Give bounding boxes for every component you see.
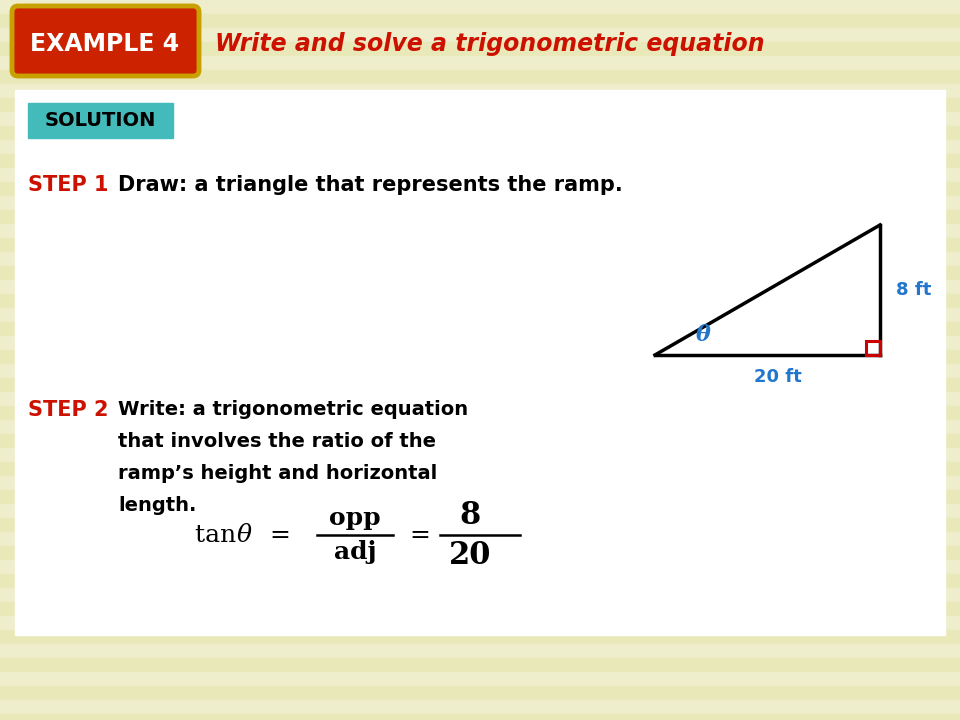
Bar	[0, 126, 960, 140]
Text: STEP 1: STEP 1	[28, 175, 108, 195]
Text: 8: 8	[460, 500, 481, 531]
Bar	[0, 210, 960, 224]
Bar	[0, 658, 960, 672]
Text: Write and solve a trigonometric equation: Write and solve a trigonometric equation	[215, 32, 764, 56]
Bar	[0, 112, 960, 126]
Bar	[0, 448, 960, 462]
Text: that involves the ratio of the: that involves the ratio of the	[118, 432, 436, 451]
Text: ramp’s height and horizontal: ramp’s height and horizontal	[118, 464, 437, 483]
Bar	[0, 616, 960, 630]
Text: Write: a trigonometric equation: Write: a trigonometric equation	[118, 400, 468, 419]
Bar	[0, 700, 960, 714]
Text: 20: 20	[449, 539, 492, 570]
Bar	[0, 546, 960, 560]
Text: STEP 2: STEP 2	[28, 400, 108, 420]
Bar	[866, 341, 880, 355]
Bar	[0, 532, 960, 546]
Text: 20 ft: 20 ft	[754, 368, 802, 386]
Bar	[0, 0, 960, 14]
Text: 8 ft: 8 ft	[896, 281, 931, 299]
Bar	[0, 644, 960, 658]
Bar	[0, 434, 960, 448]
Bar	[28, 103, 173, 138]
Bar	[0, 686, 960, 700]
Bar	[0, 364, 960, 378]
Text: Draw: a triangle that represents the ramp.: Draw: a triangle that represents the ram…	[118, 175, 623, 195]
Bar	[0, 392, 960, 406]
Bar	[0, 630, 960, 644]
Bar	[0, 518, 960, 532]
Bar	[0, 574, 960, 588]
Text: opp: opp	[329, 506, 381, 530]
Text: =: =	[270, 523, 291, 547]
Bar	[0, 252, 960, 266]
Bar	[0, 588, 960, 602]
Bar	[0, 350, 960, 364]
Bar	[15, 90, 945, 635]
Bar	[0, 336, 960, 350]
Bar	[0, 168, 960, 182]
Bar	[0, 462, 960, 476]
Bar	[0, 420, 960, 434]
Bar	[0, 84, 960, 98]
Text: length.: length.	[118, 496, 197, 515]
Bar	[0, 182, 960, 196]
Bar	[0, 378, 960, 392]
Bar	[0, 504, 960, 518]
Bar	[0, 140, 960, 154]
Bar	[0, 224, 960, 238]
Bar	[0, 560, 960, 574]
Bar	[0, 14, 960, 28]
Bar	[0, 238, 960, 252]
Bar	[0, 322, 960, 336]
Text: tan: tan	[195, 523, 244, 546]
Bar	[0, 196, 960, 210]
Text: θ: θ	[696, 324, 710, 346]
Bar	[0, 672, 960, 686]
Bar	[0, 406, 960, 420]
Bar	[0, 266, 960, 280]
Bar	[0, 98, 960, 112]
Bar	[0, 308, 960, 322]
Bar	[0, 42, 960, 56]
Text: =: =	[410, 523, 430, 547]
Bar	[0, 70, 960, 84]
Bar	[0, 294, 960, 308]
Text: EXAMPLE 4: EXAMPLE 4	[31, 32, 180, 56]
Text: θ: θ	[237, 523, 252, 546]
Bar	[0, 28, 960, 42]
Bar	[0, 154, 960, 168]
Text: SOLUTION: SOLUTION	[44, 112, 156, 130]
Bar	[0, 56, 960, 70]
Bar	[0, 490, 960, 504]
Text: adj: adj	[334, 540, 376, 564]
Bar	[0, 476, 960, 490]
Bar	[0, 280, 960, 294]
FancyBboxPatch shape	[12, 6, 199, 76]
Bar	[0, 714, 960, 720]
Bar	[0, 602, 960, 616]
